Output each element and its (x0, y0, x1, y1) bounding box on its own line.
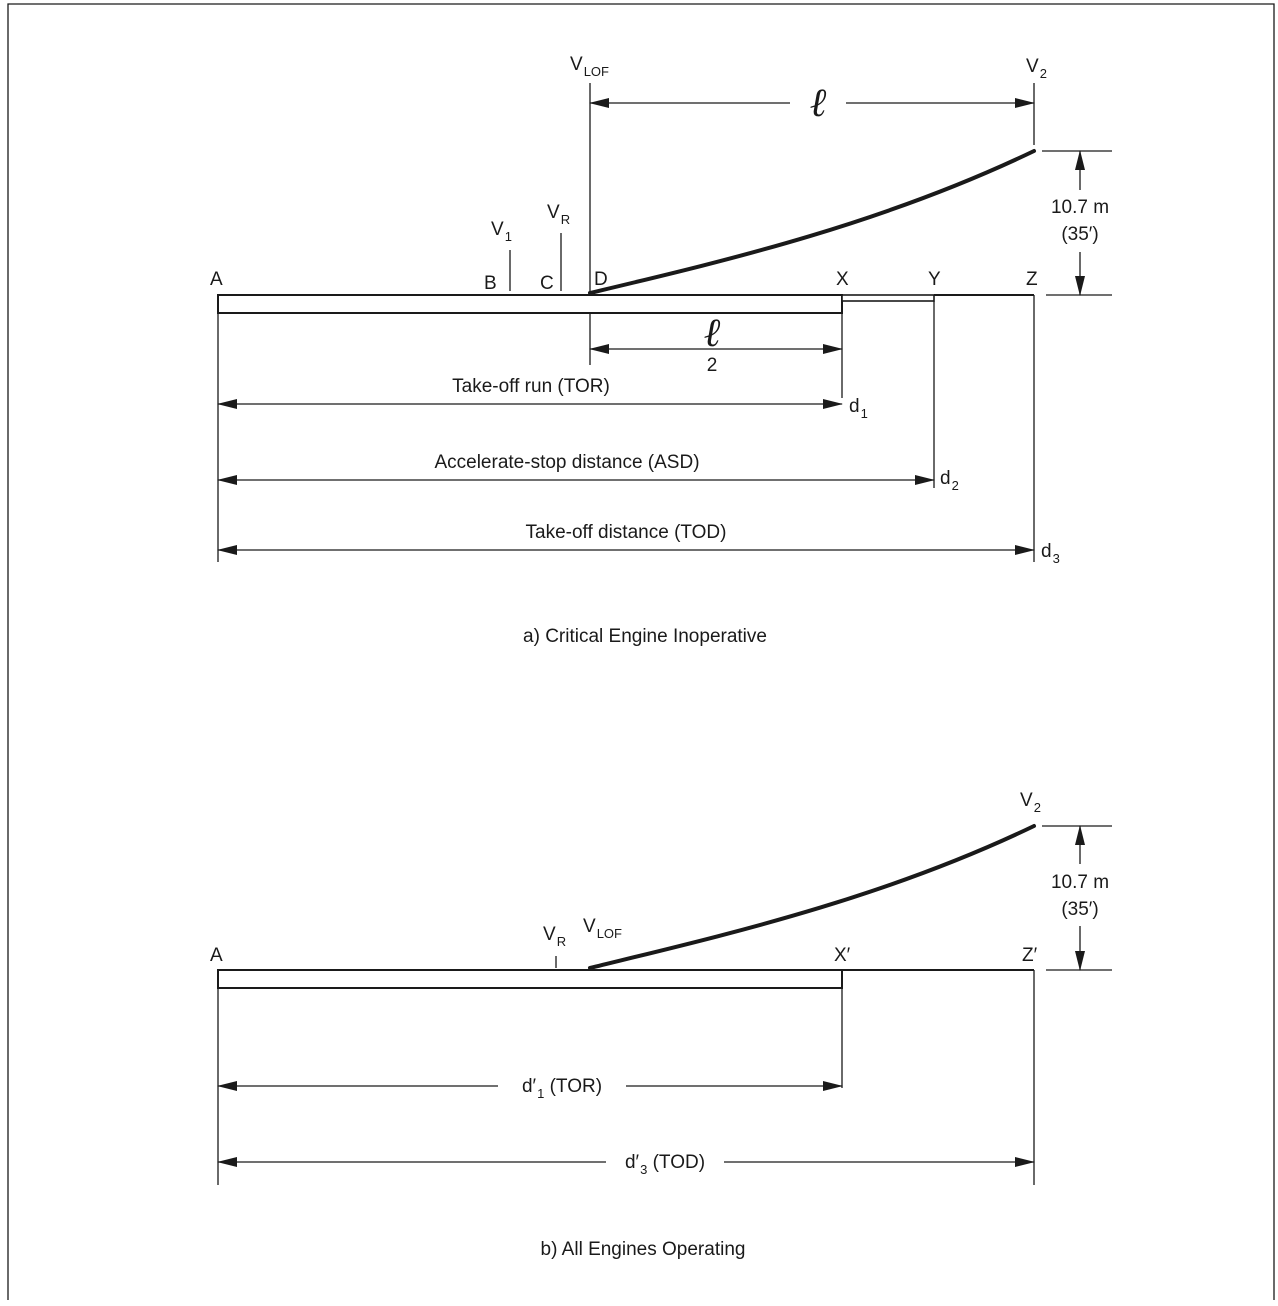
label-height-ft-b: (35′) (1061, 899, 1098, 920)
label-tor-b: d′1 (TOR) (522, 1076, 602, 1101)
label-height-m: 10.7 m (1051, 197, 1109, 218)
label-point-x: X (836, 269, 849, 290)
figure-frame (7, 3, 1275, 1300)
label-point-z: Z (1026, 269, 1038, 290)
label-half-ell-numerator: ℓ (704, 310, 721, 356)
height-mask-b (1028, 864, 1132, 926)
height-mask (1030, 190, 1130, 252)
label-point-x-b: X′ (834, 945, 851, 966)
label-vlof: VLOF (570, 54, 609, 79)
label-height-m-b: 10.7 m (1051, 872, 1109, 893)
ell-mask (790, 88, 846, 120)
label-asd: Accelerate-stop distance (ASD) (434, 452, 699, 473)
stopway (841, 294, 935, 302)
label-tod-b: d′3 (TOD) (625, 1152, 705, 1177)
label-d3: d3 (1041, 541, 1060, 566)
label-v1: V1 (491, 219, 512, 244)
runway (217, 294, 843, 314)
label-point-c: C (540, 273, 554, 294)
label-tor: Take-off run (TOR) (452, 376, 610, 397)
label-v2: V2 (1026, 56, 1047, 81)
label-d1: d1 (849, 396, 868, 421)
label-vr-b: VR (543, 924, 566, 949)
caption-a: a) Critical Engine Inoperative (523, 626, 767, 647)
label-vlof-b: VLOF (583, 916, 622, 941)
label-half-ell-denominator: 2 (707, 355, 718, 376)
flight-path-b (588, 824, 1036, 970)
label-height-ft: (35′) (1061, 224, 1098, 245)
panel-a: A B C D X Y Z V1 VR VLOF V2 ℓ ℓ 2 10.7 m… (210, 54, 1130, 647)
label-v2-b: V2 (1020, 790, 1041, 815)
flight-path (588, 149, 1036, 295)
label-tod: Take-off distance (TOD) (526, 522, 727, 543)
label-point-b: B (484, 273, 497, 294)
tod-mask-b (606, 1150, 724, 1176)
label-vr: VR (547, 202, 570, 227)
label-point-z-b: Z′ (1022, 945, 1038, 966)
tor-mask-b (498, 1074, 626, 1100)
label-point-a: A (210, 269, 223, 290)
label-point-a-b: A (210, 945, 223, 966)
label-ell: ℓ (810, 80, 827, 126)
label-point-d: D (594, 269, 608, 290)
label-d2: d2 (940, 468, 959, 493)
label-point-y: Y (928, 269, 941, 290)
caption-b: b) All Engines Operating (541, 1239, 746, 1260)
panel-b: A X′ Z′ VR VLOF V2 10.7 m (35′) d′1 (TOR… (210, 790, 1132, 1260)
runway-b (217, 969, 843, 989)
